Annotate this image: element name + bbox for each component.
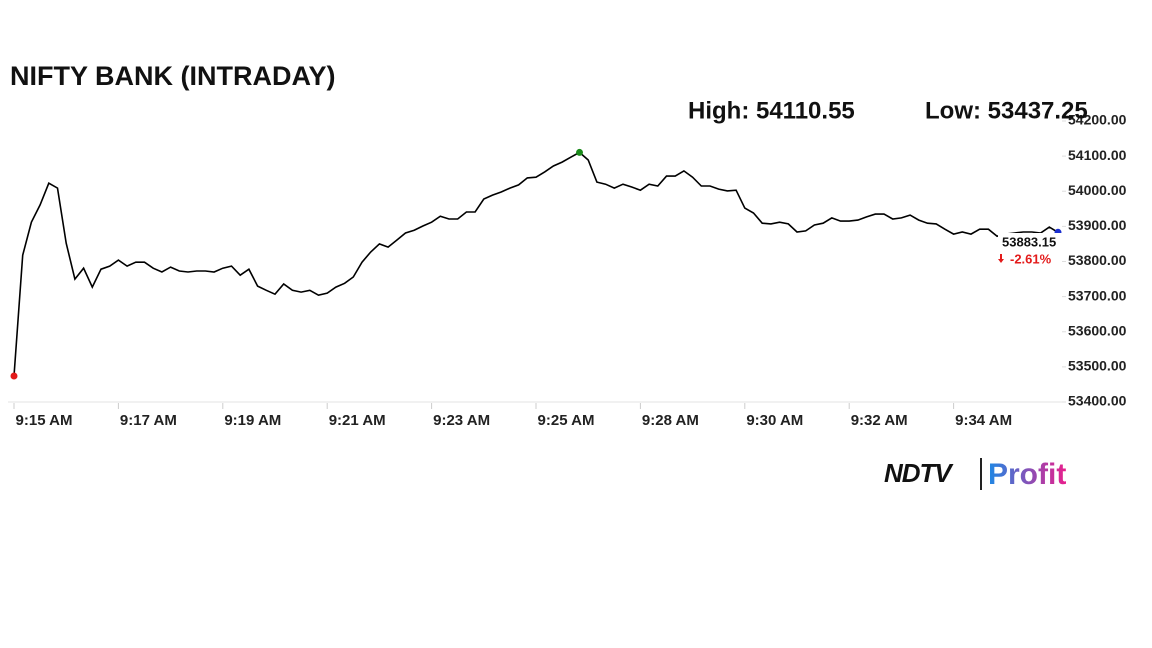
y-tick-label: 54000.00 <box>1068 182 1127 198</box>
plot: 53400.00 53500.00 53600.00 53700.00 53800.00… <box>10 112 1127 429</box>
price-line <box>13 151 1059 377</box>
y-tick-label: 54200.00 <box>1068 112 1127 128</box>
change-label: -2.61% <box>1010 251 1052 266</box>
y-tick-label: 53900.00 <box>1068 217 1127 233</box>
chart-title: NIFTY BANK (INTRADAY) <box>10 61 336 91</box>
low-label: Low: 53437.25 <box>925 97 1088 124</box>
y-tick-label: 53800.00 <box>1068 252 1127 268</box>
y-tick-label: 53700.00 <box>1068 287 1127 303</box>
logo-product: Profit <box>988 458 1066 491</box>
y-tick-label: 53400.00 <box>1068 393 1127 409</box>
x-tick-label: 9:19 AM <box>224 412 281 429</box>
x-tick-label: 9:17 AM <box>120 412 177 429</box>
x-tick-label: 9:32 AM <box>851 412 908 429</box>
last-value-box: 53883.15 -2.61% <box>998 233 1062 269</box>
high-label: High: 54110.55 <box>688 97 855 124</box>
last-value-label: 53883.15 <box>1002 234 1056 249</box>
x-tick-label: 9:28 AM <box>642 412 699 429</box>
y-tick-label: 54100.00 <box>1068 147 1127 163</box>
x-tick-label: 9:34 AM <box>955 412 1012 429</box>
x-tick-label: 9:21 AM <box>329 412 386 429</box>
last-value-bg <box>998 233 1062 269</box>
x-tick-label: 9:30 AM <box>746 412 803 429</box>
x-tick-label: 9:23 AM <box>433 412 490 429</box>
down-arrow <box>998 254 1004 263</box>
logo-brand: NDTV <box>884 458 954 488</box>
y-tick-label: 53500.00 <box>1068 358 1127 374</box>
x-tick-label: 9:15 AM <box>16 412 73 429</box>
low-marker <box>10 372 18 380</box>
y-tick-label: 53600.00 <box>1068 322 1127 338</box>
x-tick-label: 9:25 AM <box>538 412 595 429</box>
high-marker <box>576 148 583 156</box>
